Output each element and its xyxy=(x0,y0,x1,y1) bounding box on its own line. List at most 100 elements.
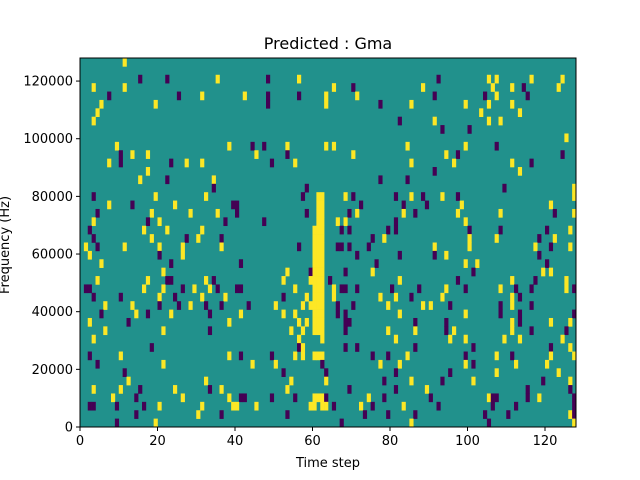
heatmap-cell xyxy=(304,292,309,302)
heatmap-cell xyxy=(149,208,154,218)
heatmap-cell xyxy=(560,74,565,84)
heatmap-cell xyxy=(448,368,453,377)
heatmap-cell xyxy=(510,317,515,327)
heatmap-cell xyxy=(207,326,213,336)
heatmap-cell xyxy=(184,234,189,243)
heatmap-cell xyxy=(378,292,383,302)
heatmap-cell xyxy=(312,317,317,327)
heatmap-cell xyxy=(87,317,92,327)
heatmap-cell xyxy=(552,208,557,218)
heatmap-cell xyxy=(188,301,193,310)
heatmap-cell xyxy=(448,301,453,310)
heatmap-cell xyxy=(463,334,468,344)
heatmap-cell xyxy=(320,393,325,403)
heatmap-cell xyxy=(83,242,89,252)
heatmap-cell xyxy=(312,351,317,361)
heatmap-cell xyxy=(405,175,410,185)
heatmap-cell xyxy=(312,284,317,294)
heatmap-cell xyxy=(393,334,399,344)
heatmap-cell xyxy=(494,91,499,101)
x-axis-label: Time step xyxy=(295,456,360,471)
heatmap-cell xyxy=(204,376,209,386)
heatmap-cell xyxy=(297,74,302,84)
heatmap-cell xyxy=(378,359,383,369)
heatmap-cell xyxy=(355,284,360,294)
x-tick-label: 80 xyxy=(382,434,399,449)
heatmap-cell xyxy=(401,401,406,411)
heatmap-cell xyxy=(91,401,96,411)
heatmap-cell xyxy=(153,418,158,428)
heatmap-cell xyxy=(486,99,492,109)
heatmap-cell xyxy=(238,284,244,294)
heatmap-cell xyxy=(510,326,515,336)
heatmap-cell xyxy=(99,309,104,319)
heatmap-cell xyxy=(335,309,340,319)
y-tick-label: 120000 xyxy=(23,75,73,90)
heatmap-cell xyxy=(223,217,228,227)
heatmap-cell xyxy=(494,368,499,377)
heatmap-cell xyxy=(87,225,92,235)
plot-area xyxy=(79,57,577,428)
heatmap-cell xyxy=(266,74,271,84)
heatmap-cell xyxy=(180,242,185,252)
heatmap-cell xyxy=(324,376,329,386)
heatmap-cell xyxy=(568,385,573,394)
heatmap-cell xyxy=(316,217,321,227)
heatmap-cell xyxy=(413,208,418,218)
heatmap-cell xyxy=(444,326,449,336)
heatmap-cell xyxy=(320,192,325,201)
heatmap-cell xyxy=(269,351,275,361)
heatmap-cell xyxy=(572,183,577,193)
heatmap-cell xyxy=(548,267,554,277)
heatmap-cell xyxy=(320,242,325,252)
heatmap-cell xyxy=(281,292,286,302)
heatmap-cell xyxy=(393,385,399,394)
heatmap-cell xyxy=(320,200,325,210)
heatmap-cell xyxy=(87,351,92,361)
heatmap-cell xyxy=(200,292,205,302)
heatmap-cell xyxy=(568,317,573,327)
x-tick-label: 100 xyxy=(455,434,480,449)
heatmap-cell xyxy=(169,276,174,285)
heatmap-cell xyxy=(320,276,325,285)
heatmap-cell xyxy=(490,83,495,92)
heatmap-cell xyxy=(548,351,554,361)
heatmap-cell xyxy=(409,292,414,302)
heatmap-cell xyxy=(215,284,220,294)
heatmap-cell xyxy=(417,284,422,294)
heatmap-cell xyxy=(95,108,100,118)
heatmap-cell xyxy=(153,192,158,201)
heatmap-cell xyxy=(312,225,317,235)
heatmap-cell xyxy=(142,225,147,235)
heatmap-cell xyxy=(176,91,182,101)
heatmap-cell xyxy=(211,175,216,185)
heatmap-cell xyxy=(153,99,158,109)
heatmap-cell xyxy=(397,116,402,126)
heatmap-cell xyxy=(83,284,89,294)
heatmap-cell xyxy=(312,242,317,252)
heatmap-cell xyxy=(494,351,499,361)
heatmap-cell xyxy=(366,242,371,252)
heatmap-cell xyxy=(273,359,278,369)
heatmap-cell xyxy=(529,301,534,310)
heatmap-cell xyxy=(560,334,565,344)
heatmap-cell xyxy=(467,125,472,134)
heatmap-cell xyxy=(165,175,170,185)
heatmap-cell xyxy=(312,234,317,243)
heatmap-cell xyxy=(440,192,445,201)
heatmap-cell xyxy=(572,393,577,403)
heatmap-cell xyxy=(134,410,139,419)
heatmap-cell xyxy=(312,292,317,302)
heatmap-cell xyxy=(572,309,577,319)
heatmap-cell xyxy=(304,317,309,327)
heatmap-cell xyxy=(413,326,418,336)
heatmap-cell xyxy=(533,276,538,285)
heatmap-cell xyxy=(393,225,399,235)
heatmap-cell xyxy=(285,141,290,151)
heatmap-cell xyxy=(424,200,430,210)
heatmap-cell xyxy=(91,334,96,344)
heatmap-cell xyxy=(114,401,120,411)
heatmap-cell xyxy=(436,74,441,84)
heatmap-cell xyxy=(568,343,573,352)
